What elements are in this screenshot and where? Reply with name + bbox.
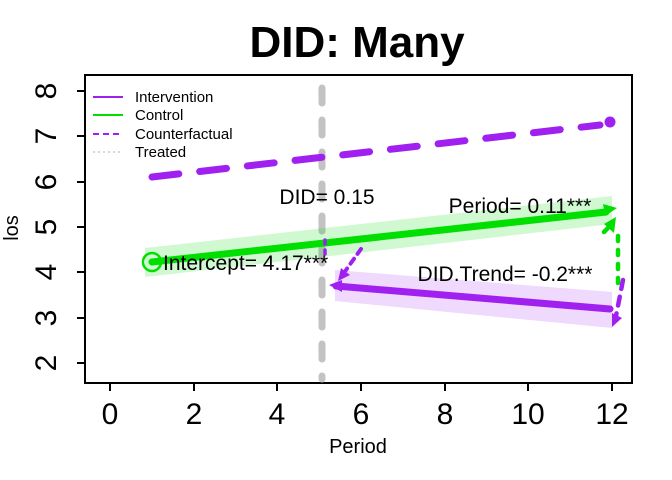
did-mini-arrowhead bbox=[338, 268, 350, 281]
x-tick-2: 2 bbox=[186, 398, 203, 431]
y-axis-ticks bbox=[77, 90, 85, 364]
x-tick-12: 12 bbox=[595, 398, 628, 431]
legend-label-counterfactual: Counterfactual bbox=[135, 126, 233, 143]
x-axis-tick-labels: 0 2 4 6 8 10 12 bbox=[102, 398, 629, 431]
legend-label-treated: Treated bbox=[135, 144, 186, 161]
y-tick-8: 8 bbox=[30, 83, 63, 100]
y-tick-7: 7 bbox=[30, 128, 63, 145]
legend: Intervention Control Counterfactual Trea… bbox=[93, 89, 233, 161]
intervention-start-arrowhead bbox=[329, 280, 342, 292]
y-tick-6: 6 bbox=[30, 174, 63, 191]
x-tick-4: 4 bbox=[269, 398, 286, 431]
x-tick-0: 0 bbox=[102, 398, 119, 431]
legend-label-intervention: Intervention bbox=[135, 89, 213, 106]
counterfactual-line bbox=[148, 121, 604, 181]
did-mini-arrow-line bbox=[344, 247, 363, 272]
did-trend-arrowhead bbox=[612, 313, 622, 327]
x-tick-8: 8 bbox=[437, 398, 454, 431]
y-tick-5: 5 bbox=[30, 219, 63, 236]
x-tick-10: 10 bbox=[511, 398, 544, 431]
annotation-did: DID= 0.15 bbox=[279, 186, 374, 209]
y-tick-4: 4 bbox=[30, 264, 63, 281]
control-line bbox=[148, 208, 610, 266]
x-axis-ticks bbox=[109, 383, 613, 391]
counterfactual-end-point bbox=[604, 116, 616, 128]
annotation-intercept: Intercept= 4.17*** bbox=[163, 252, 328, 275]
chart-title: DID: Many bbox=[249, 18, 465, 67]
y-axis-label: los bbox=[1, 215, 23, 241]
y-tick-2: 2 bbox=[30, 355, 63, 372]
intervention-line bbox=[332, 282, 614, 313]
y-tick-3: 3 bbox=[30, 310, 63, 327]
annotation-did-trend: DID.Trend= -0.2*** bbox=[418, 263, 593, 286]
x-axis-label: Period bbox=[329, 436, 387, 458]
annotation-period: Period= 0.11*** bbox=[449, 195, 592, 218]
control-end-arrowhead bbox=[603, 204, 617, 216]
period-effect-arrowhead bbox=[604, 217, 616, 233]
x-tick-6: 6 bbox=[353, 398, 370, 431]
did-trend-arrow bbox=[613, 277, 626, 319]
y-axis-tick-labels: 2 3 4 5 6 7 8 bbox=[30, 83, 63, 372]
legend-label-control: Control bbox=[135, 107, 183, 124]
plot-border bbox=[84, 74, 633, 384]
